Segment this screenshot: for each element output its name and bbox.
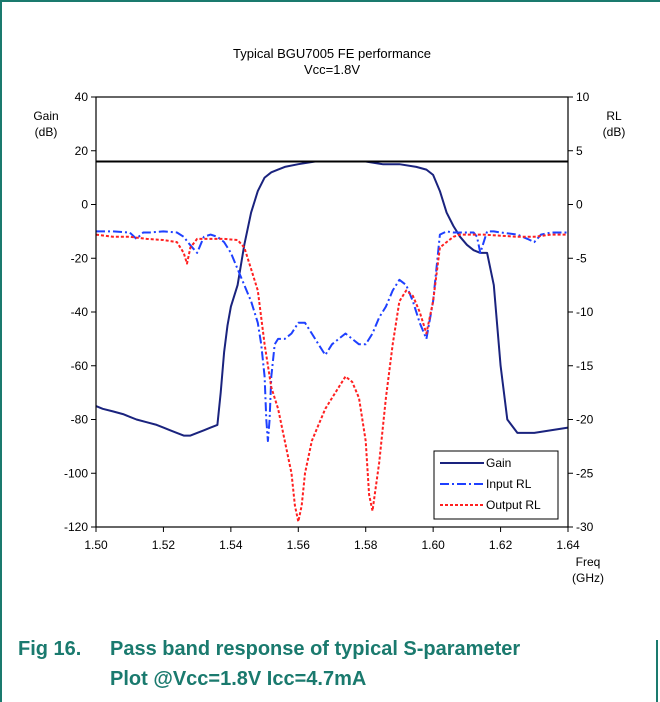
x-tick-label: 1.62	[489, 538, 513, 552]
series-line-output-rl	[95, 233, 568, 523]
x-tick-label: 1.50	[84, 538, 108, 552]
y-right-tick-label: 0	[576, 198, 583, 212]
x-axis-label: Freq	[576, 555, 601, 569]
y-right-tick-label: 5	[576, 144, 583, 158]
legend-label: Input RL	[486, 477, 532, 491]
chart-title: Typical BGU7005 FE performance	[233, 46, 431, 61]
x-tick-label: 1.64	[556, 538, 580, 552]
y-right-tick-label: -15	[576, 359, 594, 373]
y-right-tick-label: 10	[576, 90, 590, 104]
y-left-axis-unit: (dB)	[35, 125, 58, 139]
y-left-tick-label: -60	[71, 359, 89, 373]
y-left-axis-label: Gain	[33, 109, 58, 123]
chart-subtitle: Vcc=1.8V	[304, 62, 360, 77]
x-axis-unit: (GHz)	[572, 571, 604, 585]
x-tick-label: 1.58	[354, 538, 378, 552]
x-tick-label: 1.54	[219, 538, 243, 552]
y-left-tick-label: 20	[75, 144, 89, 158]
y-right-axis-label: RL	[606, 109, 622, 123]
y-left-tick-label: -20	[71, 251, 89, 265]
figure-caption-line-2: Plot @Vcc=1.8V Icc=4.7mA	[110, 668, 367, 690]
figure-caption-line-1: Pass band response of typical S-paramete…	[110, 638, 521, 660]
y-left-tick-label: -40	[71, 305, 89, 319]
y-right-tick-label: -5	[576, 251, 587, 265]
y-left-tick-label: -100	[64, 466, 88, 480]
figure-number: Fig 16.	[18, 638, 82, 660]
y-right-axis-unit: (dB)	[603, 125, 626, 139]
y-left-tick-label: -120	[64, 520, 88, 534]
x-tick-label: 1.56	[287, 538, 311, 552]
frame-left-border	[0, 0, 2, 702]
x-tick-label: 1.60	[421, 538, 445, 552]
y-right-tick-label: -25	[576, 466, 594, 480]
y-right-tick-label: -30	[576, 520, 594, 534]
series-line-input-rl	[96, 230, 568, 442]
y-right-tick-label: -20	[576, 413, 594, 427]
legend-label: Output RL	[486, 498, 541, 512]
y-left-tick-label: -80	[71, 413, 89, 427]
y-left-tick-label: 0	[81, 198, 88, 212]
frame-right-border	[656, 640, 658, 702]
y-left-tick-label: 40	[75, 90, 89, 104]
legend-label: Gain	[486, 456, 511, 470]
frame-top-border	[0, 0, 660, 2]
x-tick-label: 1.52	[152, 538, 176, 552]
y-right-tick-label: -10	[576, 305, 594, 319]
series-line-gain	[95, 160, 569, 437]
